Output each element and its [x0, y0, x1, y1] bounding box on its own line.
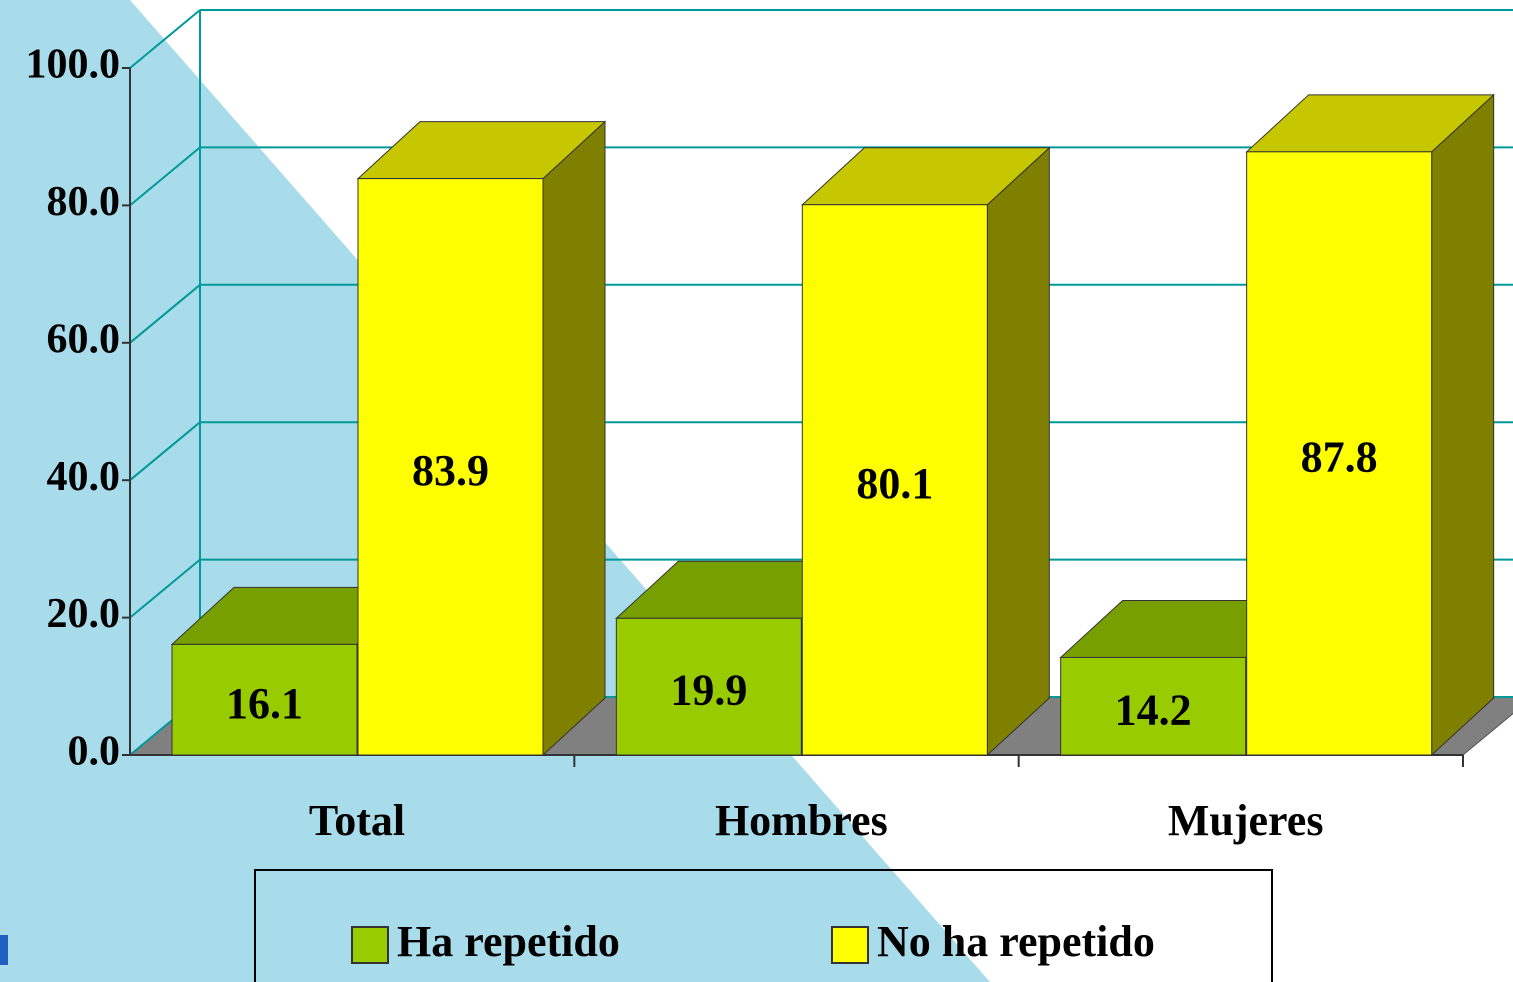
x-tick-label: Total	[309, 796, 405, 845]
bar-front	[357, 178, 544, 756]
bar-side	[1431, 93, 1495, 757]
bar	[1245, 93, 1495, 757]
value-label: 87.8	[1301, 433, 1378, 482]
y-tick-label: 100.0	[26, 42, 121, 88]
bar-side	[986, 146, 1050, 757]
legend-swatch	[831, 926, 869, 964]
grid-line	[129, 558, 201, 619]
y-tick-label: 20.0	[47, 591, 121, 637]
value-label: 80.1	[856, 459, 933, 508]
y-tick-label: 80.0	[47, 179, 121, 225]
bar-front	[801, 204, 988, 756]
value-label: 83.9	[412, 446, 489, 495]
legend-box	[254, 869, 1273, 982]
y-tick-label: 60.0	[47, 316, 121, 362]
grid-line	[129, 9, 201, 69]
bar-front	[1246, 151, 1433, 756]
value-label: 19.9	[670, 666, 747, 715]
grid-line	[129, 421, 201, 481]
bar	[801, 146, 1051, 757]
grid-line	[129, 284, 201, 344]
legend-label: Ha repetido	[397, 917, 620, 966]
legend-label: No ha repetido	[877, 917, 1155, 966]
bar	[356, 120, 607, 757]
corner-mark	[0, 935, 8, 965]
bar-front	[171, 643, 358, 756]
value-label: 16.1	[226, 679, 303, 728]
bar-side	[542, 120, 606, 757]
x-tick-label: Mujeres	[1168, 796, 1324, 845]
value-label: 14.2	[1115, 685, 1192, 734]
x-tick-label: Hombres	[715, 796, 888, 845]
y-tick-label: 40.0	[47, 454, 121, 500]
bar-front	[615, 617, 802, 756]
legend-swatch	[351, 926, 389, 964]
bar-front	[1060, 656, 1247, 756]
y-tick-label: 0.0	[68, 729, 121, 775]
grid-line	[129, 146, 201, 207]
